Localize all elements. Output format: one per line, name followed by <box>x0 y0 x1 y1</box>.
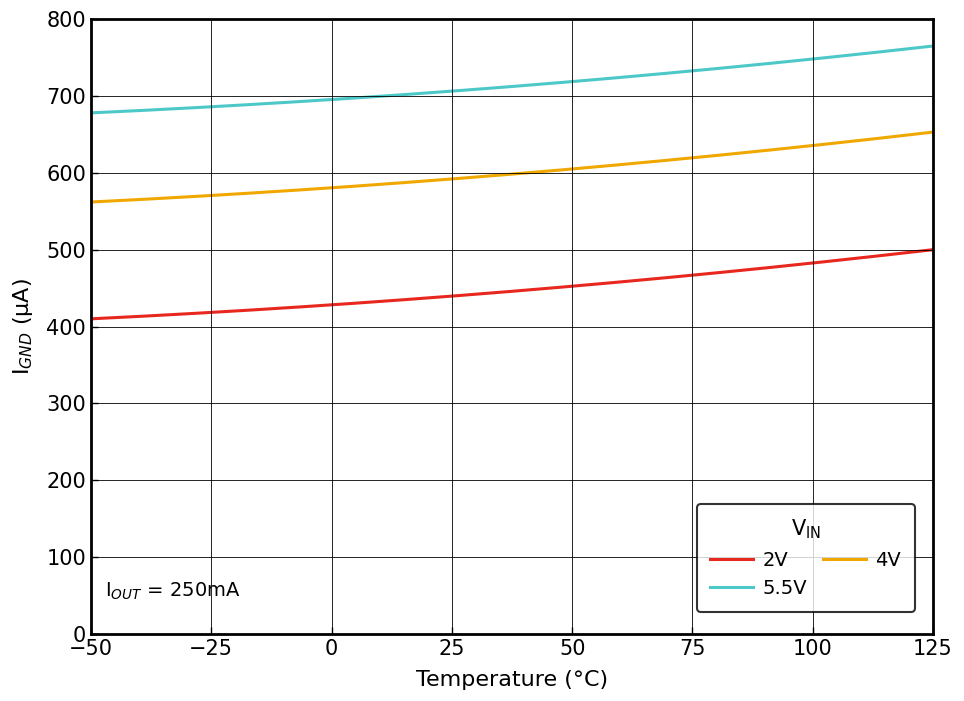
X-axis label: Temperature (°C): Temperature (°C) <box>415 670 608 690</box>
2V <box>85 315 96 323</box>
4V <box>485 172 496 180</box>
4V <box>907 130 919 139</box>
2V <box>490 288 501 297</box>
2V <box>775 262 787 271</box>
Legend: 2V, 5.5V, 4V, : 2V, 5.5V, 4V, <box>697 503 915 612</box>
2V <box>907 247 919 256</box>
2V <box>485 289 496 297</box>
5.5V <box>485 84 496 93</box>
5.5V <box>541 79 552 88</box>
4V <box>85 198 96 206</box>
4V <box>490 171 501 179</box>
2V <box>586 280 598 289</box>
5.5V <box>85 109 96 117</box>
5.5V <box>907 44 919 53</box>
2V <box>541 284 552 292</box>
5.5V <box>927 42 939 50</box>
4V <box>586 163 598 172</box>
4V <box>775 144 787 153</box>
Y-axis label: I$_{GND}$ (μA): I$_{GND}$ (μA) <box>12 278 35 375</box>
Line: 4V: 4V <box>91 132 933 202</box>
4V <box>541 167 552 175</box>
5.5V <box>775 58 787 67</box>
2V <box>927 245 939 254</box>
5.5V <box>586 76 598 84</box>
Line: 2V: 2V <box>91 250 933 319</box>
5.5V <box>490 83 501 92</box>
Text: I$_{OUT}$ = 250mA: I$_{OUT}$ = 250mA <box>105 580 241 601</box>
Line: 5.5V: 5.5V <box>91 46 933 113</box>
4V <box>927 128 939 136</box>
